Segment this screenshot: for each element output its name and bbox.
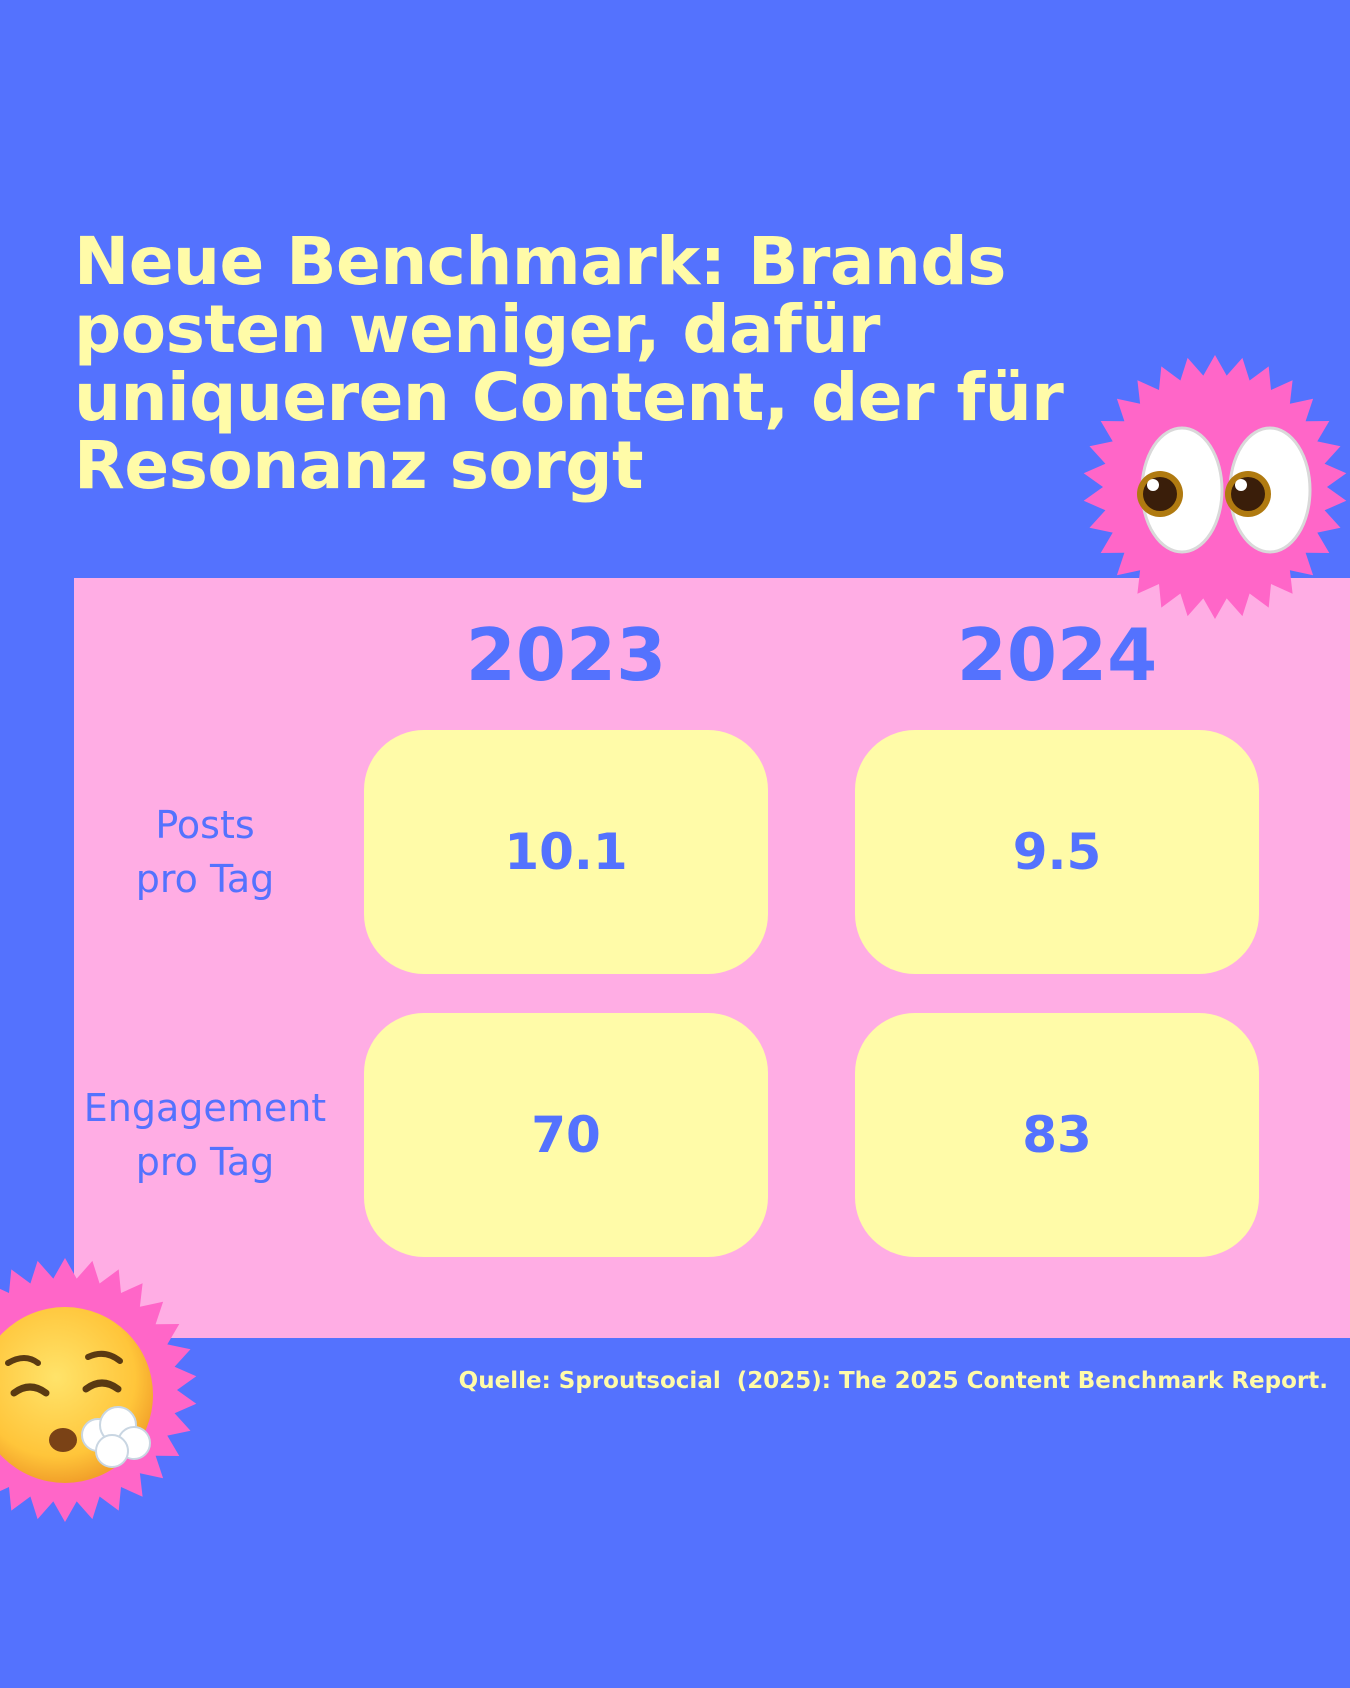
- value-posts-2023: 10.1: [364, 730, 768, 974]
- eyes-emoji-icon: [1080, 352, 1350, 622]
- source-note: Quelle: Sproutsocial (2025): The 2025 Co…: [459, 1368, 1328, 1394]
- headline: Neue Benchmark: Brands posten weniger, d…: [74, 228, 1074, 500]
- face-exhaling-emoji-icon: [0, 1255, 200, 1525]
- column-header-2024: 2024: [855, 615, 1259, 695]
- value-engagement-2024: 83: [855, 1013, 1259, 1257]
- row-label-posts: Posts pro Tag: [74, 798, 336, 906]
- column-header-2023: 2023: [364, 615, 768, 695]
- value-posts-2024: 9.5: [855, 730, 1259, 974]
- row-label-engagement: Engagement pro Tag: [74, 1081, 336, 1189]
- value-engagement-2023: 70: [364, 1013, 768, 1257]
